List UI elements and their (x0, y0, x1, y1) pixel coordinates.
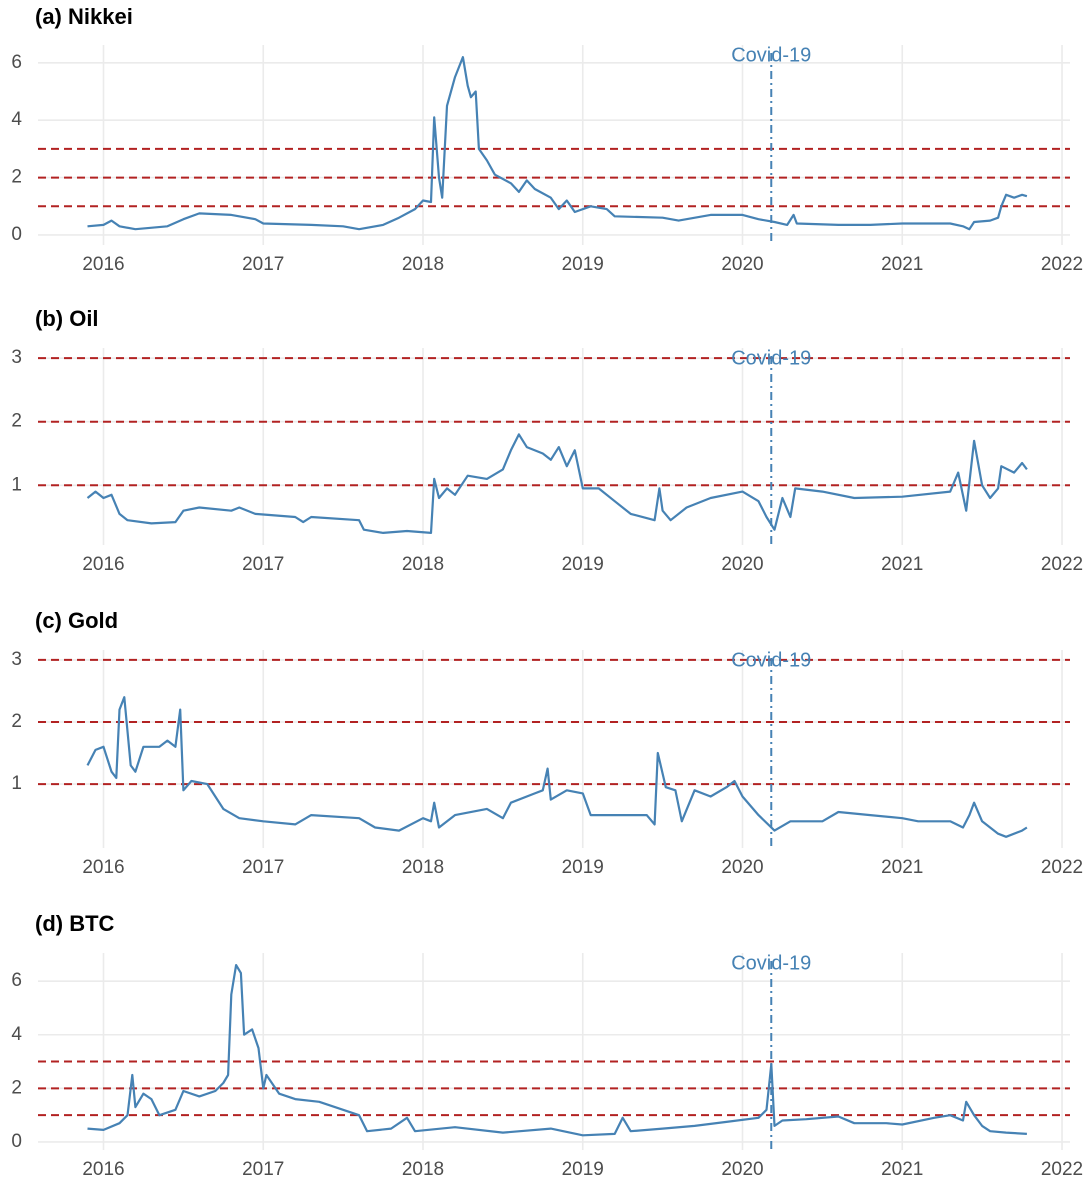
x-tick-label: 2022 (1041, 1159, 1083, 1180)
y-tick-label: 2 (11, 167, 22, 188)
data-line (87, 964, 1027, 1137)
x-tick-label: 2016 (82, 554, 124, 575)
x-tick-label: 2019 (562, 554, 604, 575)
x-tick-label: 2021 (881, 1159, 923, 1180)
y-tick-label: 1 (11, 474, 22, 495)
x-tick-label: 2017 (242, 254, 284, 275)
x-tick-label: 2016 (82, 1159, 124, 1180)
x-tick-label: 2021 (881, 857, 923, 878)
covid-label: Covid-19 (731, 44, 811, 66)
x-tick-label: 2019 (562, 857, 604, 878)
panel-title: (a) Nikkei (35, 4, 133, 29)
panel-title: (b) Oil (35, 306, 99, 331)
x-tick-label: 2019 (562, 254, 604, 275)
x-tick-label: 2022 (1041, 254, 1083, 275)
y-tick-label: 0 (11, 1131, 22, 1152)
y-tick-label: 2 (11, 711, 22, 732)
x-tick-label: 2021 (881, 554, 923, 575)
data-line (86, 433, 1028, 534)
x-tick-label: 2018 (402, 1159, 444, 1180)
data-line (86, 696, 1028, 838)
x-tick-label: 2016 (82, 857, 124, 878)
x-tick-label: 2017 (242, 857, 284, 878)
x-tick-label: 2017 (242, 554, 284, 575)
x-tick-label: 2019 (562, 1159, 604, 1180)
y-tick-label: 3 (11, 649, 22, 670)
x-tick-label: 2016 (82, 254, 124, 275)
x-tick-label: 2018 (402, 554, 444, 575)
x-tick-label: 2018 (402, 857, 444, 878)
y-tick-label: 4 (11, 109, 22, 130)
x-tick-label: 2020 (721, 554, 763, 575)
panel-title: (c) Gold (35, 608, 118, 633)
covid-label: Covid-19 (731, 649, 811, 671)
y-tick-label: 4 (11, 1024, 22, 1045)
x-tick-label: 2022 (1041, 857, 1083, 878)
y-tick-label: 6 (11, 970, 22, 991)
x-tick-label: 2022 (1041, 554, 1083, 575)
y-tick-label: 6 (11, 52, 22, 73)
x-tick-label: 2020 (721, 254, 763, 275)
data-line (87, 56, 1028, 231)
covid-label: Covid-19 (731, 347, 811, 369)
y-tick-label: 2 (11, 411, 22, 432)
panel-title: (d) BTC (35, 911, 115, 936)
x-tick-label: 2020 (721, 1159, 763, 1180)
x-tick-label: 2020 (721, 857, 763, 878)
y-tick-label: 0 (11, 224, 22, 245)
covid-label: Covid-19 (731, 952, 811, 974)
x-tick-label: 2018 (402, 254, 444, 275)
x-tick-label: 2021 (881, 254, 923, 275)
y-tick-label: 3 (11, 347, 22, 368)
y-tick-label: 2 (11, 1077, 22, 1098)
y-tick-label: 1 (11, 773, 22, 794)
x-tick-label: 2017 (242, 1159, 284, 1180)
